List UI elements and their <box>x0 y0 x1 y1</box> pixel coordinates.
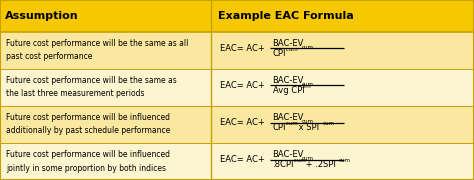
Text: x SPI: x SPI <box>296 123 321 132</box>
Text: cum: cum <box>292 158 306 163</box>
Text: cum: cum <box>284 47 298 52</box>
Text: cum: cum <box>323 121 335 126</box>
Text: Avg CPI: Avg CPI <box>273 86 304 95</box>
Text: cum: cum <box>302 156 314 161</box>
Text: Example EAC Formula: Example EAC Formula <box>218 11 354 21</box>
Text: + .2SPI: + .2SPI <box>303 160 339 169</box>
Text: cum: cum <box>302 119 314 124</box>
Bar <box>0 143 474 180</box>
Text: Future cost performance will be influenced
additionally by past schedule perform: Future cost performance will be influenc… <box>6 113 170 135</box>
Text: cum: cum <box>302 82 314 87</box>
Text: BAC-EV: BAC-EV <box>273 39 304 48</box>
Bar <box>0 69 474 106</box>
Text: EAC= AC+: EAC= AC+ <box>220 81 265 90</box>
Text: BAC-EV: BAC-EV <box>273 150 304 159</box>
Text: .8CPI: .8CPI <box>273 160 294 169</box>
Text: 3m: 3m <box>300 84 310 89</box>
Bar <box>0 31 474 69</box>
Text: cum: cum <box>284 121 298 126</box>
Text: EAC= AC+: EAC= AC+ <box>220 118 265 127</box>
Bar <box>0 106 474 143</box>
Text: cum: cum <box>338 158 350 163</box>
Text: BAC-EV: BAC-EV <box>273 113 304 122</box>
Text: Assumption: Assumption <box>5 11 78 21</box>
Text: Future cost performance will be the same as
the last three measurement periods: Future cost performance will be the same… <box>6 76 176 98</box>
Text: CPI: CPI <box>273 123 286 132</box>
Text: Future cost performance will be the same as all
past cost performance: Future cost performance will be the same… <box>6 39 188 61</box>
Text: Future cost performance will be influenced
jointly in some proportion by both in: Future cost performance will be influenc… <box>6 150 170 173</box>
Text: EAC= AC+: EAC= AC+ <box>220 155 265 164</box>
Text: CPI: CPI <box>273 49 286 58</box>
Text: BAC-EV: BAC-EV <box>273 76 304 85</box>
Bar <box>0 0 474 31</box>
Text: EAC= AC+: EAC= AC+ <box>220 44 265 53</box>
Text: cum: cum <box>302 45 314 50</box>
